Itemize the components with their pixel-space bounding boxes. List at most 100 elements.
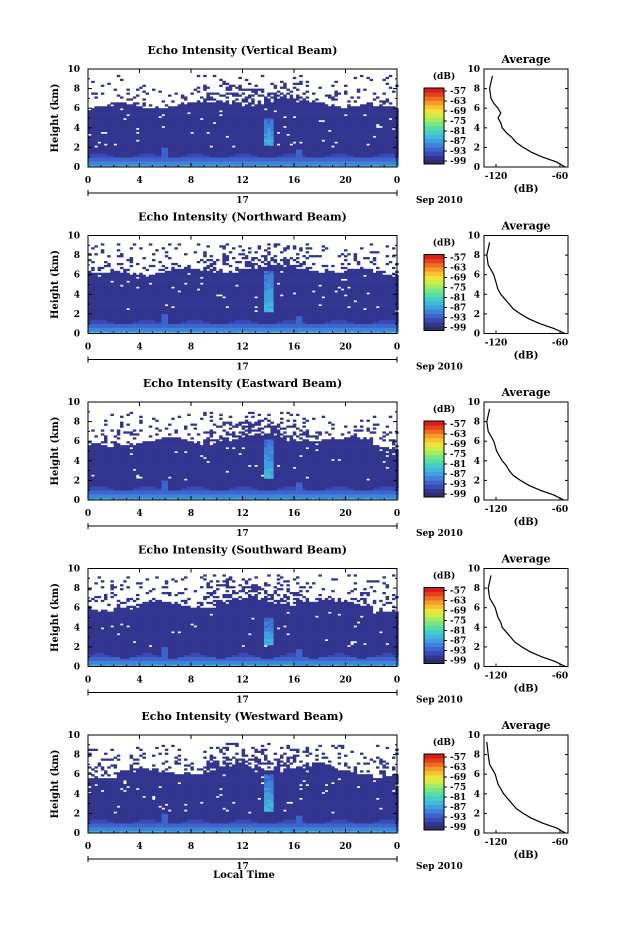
echo-cell bbox=[305, 137, 310, 140]
echo-cell bbox=[161, 300, 166, 303]
echo-cell bbox=[209, 296, 214, 299]
echo-cell bbox=[190, 321, 194, 324]
echo-cell bbox=[104, 327, 108, 330]
echo-cell bbox=[91, 114, 95, 117]
echo-cell bbox=[350, 141, 354, 144]
echo-cell bbox=[331, 121, 335, 125]
echo-cell bbox=[193, 118, 198, 121]
echo-cell bbox=[187, 161, 191, 164]
echo-cell bbox=[366, 119, 370, 123]
echo-cell bbox=[193, 121, 198, 125]
echo-cell bbox=[260, 125, 265, 129]
echo-cell bbox=[257, 114, 262, 117]
echo-cell bbox=[206, 96, 210, 99]
echo-cell bbox=[356, 163, 361, 166]
echo-cell bbox=[235, 143, 239, 146]
echo-cell bbox=[209, 123, 214, 127]
echo-cell bbox=[353, 145, 358, 148]
echo-cell bbox=[321, 133, 326, 136]
echo-cell bbox=[228, 313, 233, 317]
echo-cell bbox=[123, 114, 127, 117]
echo-cell bbox=[360, 159, 364, 162]
echo-cell bbox=[184, 309, 188, 313]
echo-cell bbox=[110, 149, 114, 152]
echo-cell bbox=[360, 114, 364, 117]
echo-cell bbox=[267, 131, 271, 134]
echo-cell bbox=[88, 259, 92, 262]
echo-cell bbox=[97, 131, 102, 134]
echo-cell bbox=[187, 304, 191, 307]
echo-cell bbox=[120, 253, 124, 256]
echo-cell bbox=[372, 129, 377, 133]
echo-cell bbox=[302, 157, 306, 160]
echo-cell bbox=[312, 133, 316, 136]
echo-cell bbox=[299, 127, 303, 131]
echo-cell bbox=[123, 123, 127, 127]
echo-cell bbox=[238, 106, 242, 109]
echo-cell bbox=[347, 127, 351, 131]
echo-cell bbox=[312, 147, 316, 150]
echo-cell bbox=[116, 155, 121, 158]
echo-cell bbox=[222, 147, 226, 150]
echo-cell bbox=[148, 288, 153, 291]
echo-cell bbox=[292, 157, 297, 160]
echo-cell bbox=[257, 100, 262, 103]
echo-cell bbox=[113, 329, 118, 332]
echo-cell bbox=[107, 153, 111, 156]
echo-cell bbox=[334, 119, 338, 123]
echo-cell bbox=[232, 302, 236, 305]
echo-cell bbox=[177, 135, 182, 138]
echo-cell bbox=[312, 131, 316, 134]
echo-cell bbox=[235, 155, 239, 158]
echo-cell bbox=[344, 145, 348, 148]
echo-cell bbox=[148, 296, 153, 299]
echo-cell bbox=[248, 96, 252, 99]
echo-cell bbox=[356, 139, 361, 142]
echo-cell bbox=[244, 141, 249, 144]
echo-cell bbox=[155, 292, 159, 295]
echo-cell bbox=[142, 311, 146, 315]
echo-cell bbox=[161, 112, 166, 115]
echo-cell bbox=[107, 147, 111, 150]
echo-cell bbox=[94, 143, 98, 146]
echo-cell bbox=[308, 131, 313, 134]
echo-cell bbox=[132, 153, 137, 156]
echo-cell bbox=[241, 121, 246, 125]
echo-cell bbox=[168, 131, 172, 134]
echo-cell bbox=[142, 121, 146, 125]
echo-cell bbox=[334, 80, 338, 84]
echo-cell bbox=[260, 139, 265, 142]
echo-cell bbox=[88, 276, 92, 279]
echo-cell bbox=[385, 149, 390, 152]
echo-cell bbox=[244, 104, 249, 107]
echo-cell bbox=[116, 147, 121, 150]
echo-cell bbox=[171, 262, 175, 266]
echo-cell bbox=[324, 135, 329, 138]
echo-cell bbox=[155, 129, 159, 133]
echo-cell bbox=[280, 131, 284, 134]
echo-cell bbox=[136, 153, 140, 156]
echo-cell bbox=[123, 110, 127, 113]
echo-cell bbox=[120, 153, 124, 156]
echo-cell bbox=[238, 76, 242, 80]
echo-cell bbox=[110, 309, 114, 313]
echo-cell bbox=[113, 319, 118, 323]
echo-cell bbox=[324, 94, 329, 97]
echo-cell bbox=[206, 329, 210, 332]
echo-cell bbox=[254, 92, 258, 95]
echo-cell bbox=[94, 116, 98, 119]
echo-cell bbox=[152, 145, 156, 148]
echo-cell bbox=[97, 296, 102, 299]
echo-cell bbox=[340, 153, 345, 156]
echo-cell bbox=[385, 76, 390, 80]
echo-cell bbox=[113, 311, 118, 315]
echo-cell bbox=[315, 161, 319, 164]
echo-cell bbox=[331, 155, 335, 158]
echo-cell bbox=[91, 268, 95, 272]
echo-cell bbox=[340, 114, 345, 117]
echo-cell bbox=[296, 94, 300, 97]
echo-cell bbox=[212, 157, 217, 160]
echo-cell bbox=[244, 137, 249, 140]
echo-cell bbox=[302, 137, 306, 140]
echo-cell bbox=[91, 311, 95, 315]
